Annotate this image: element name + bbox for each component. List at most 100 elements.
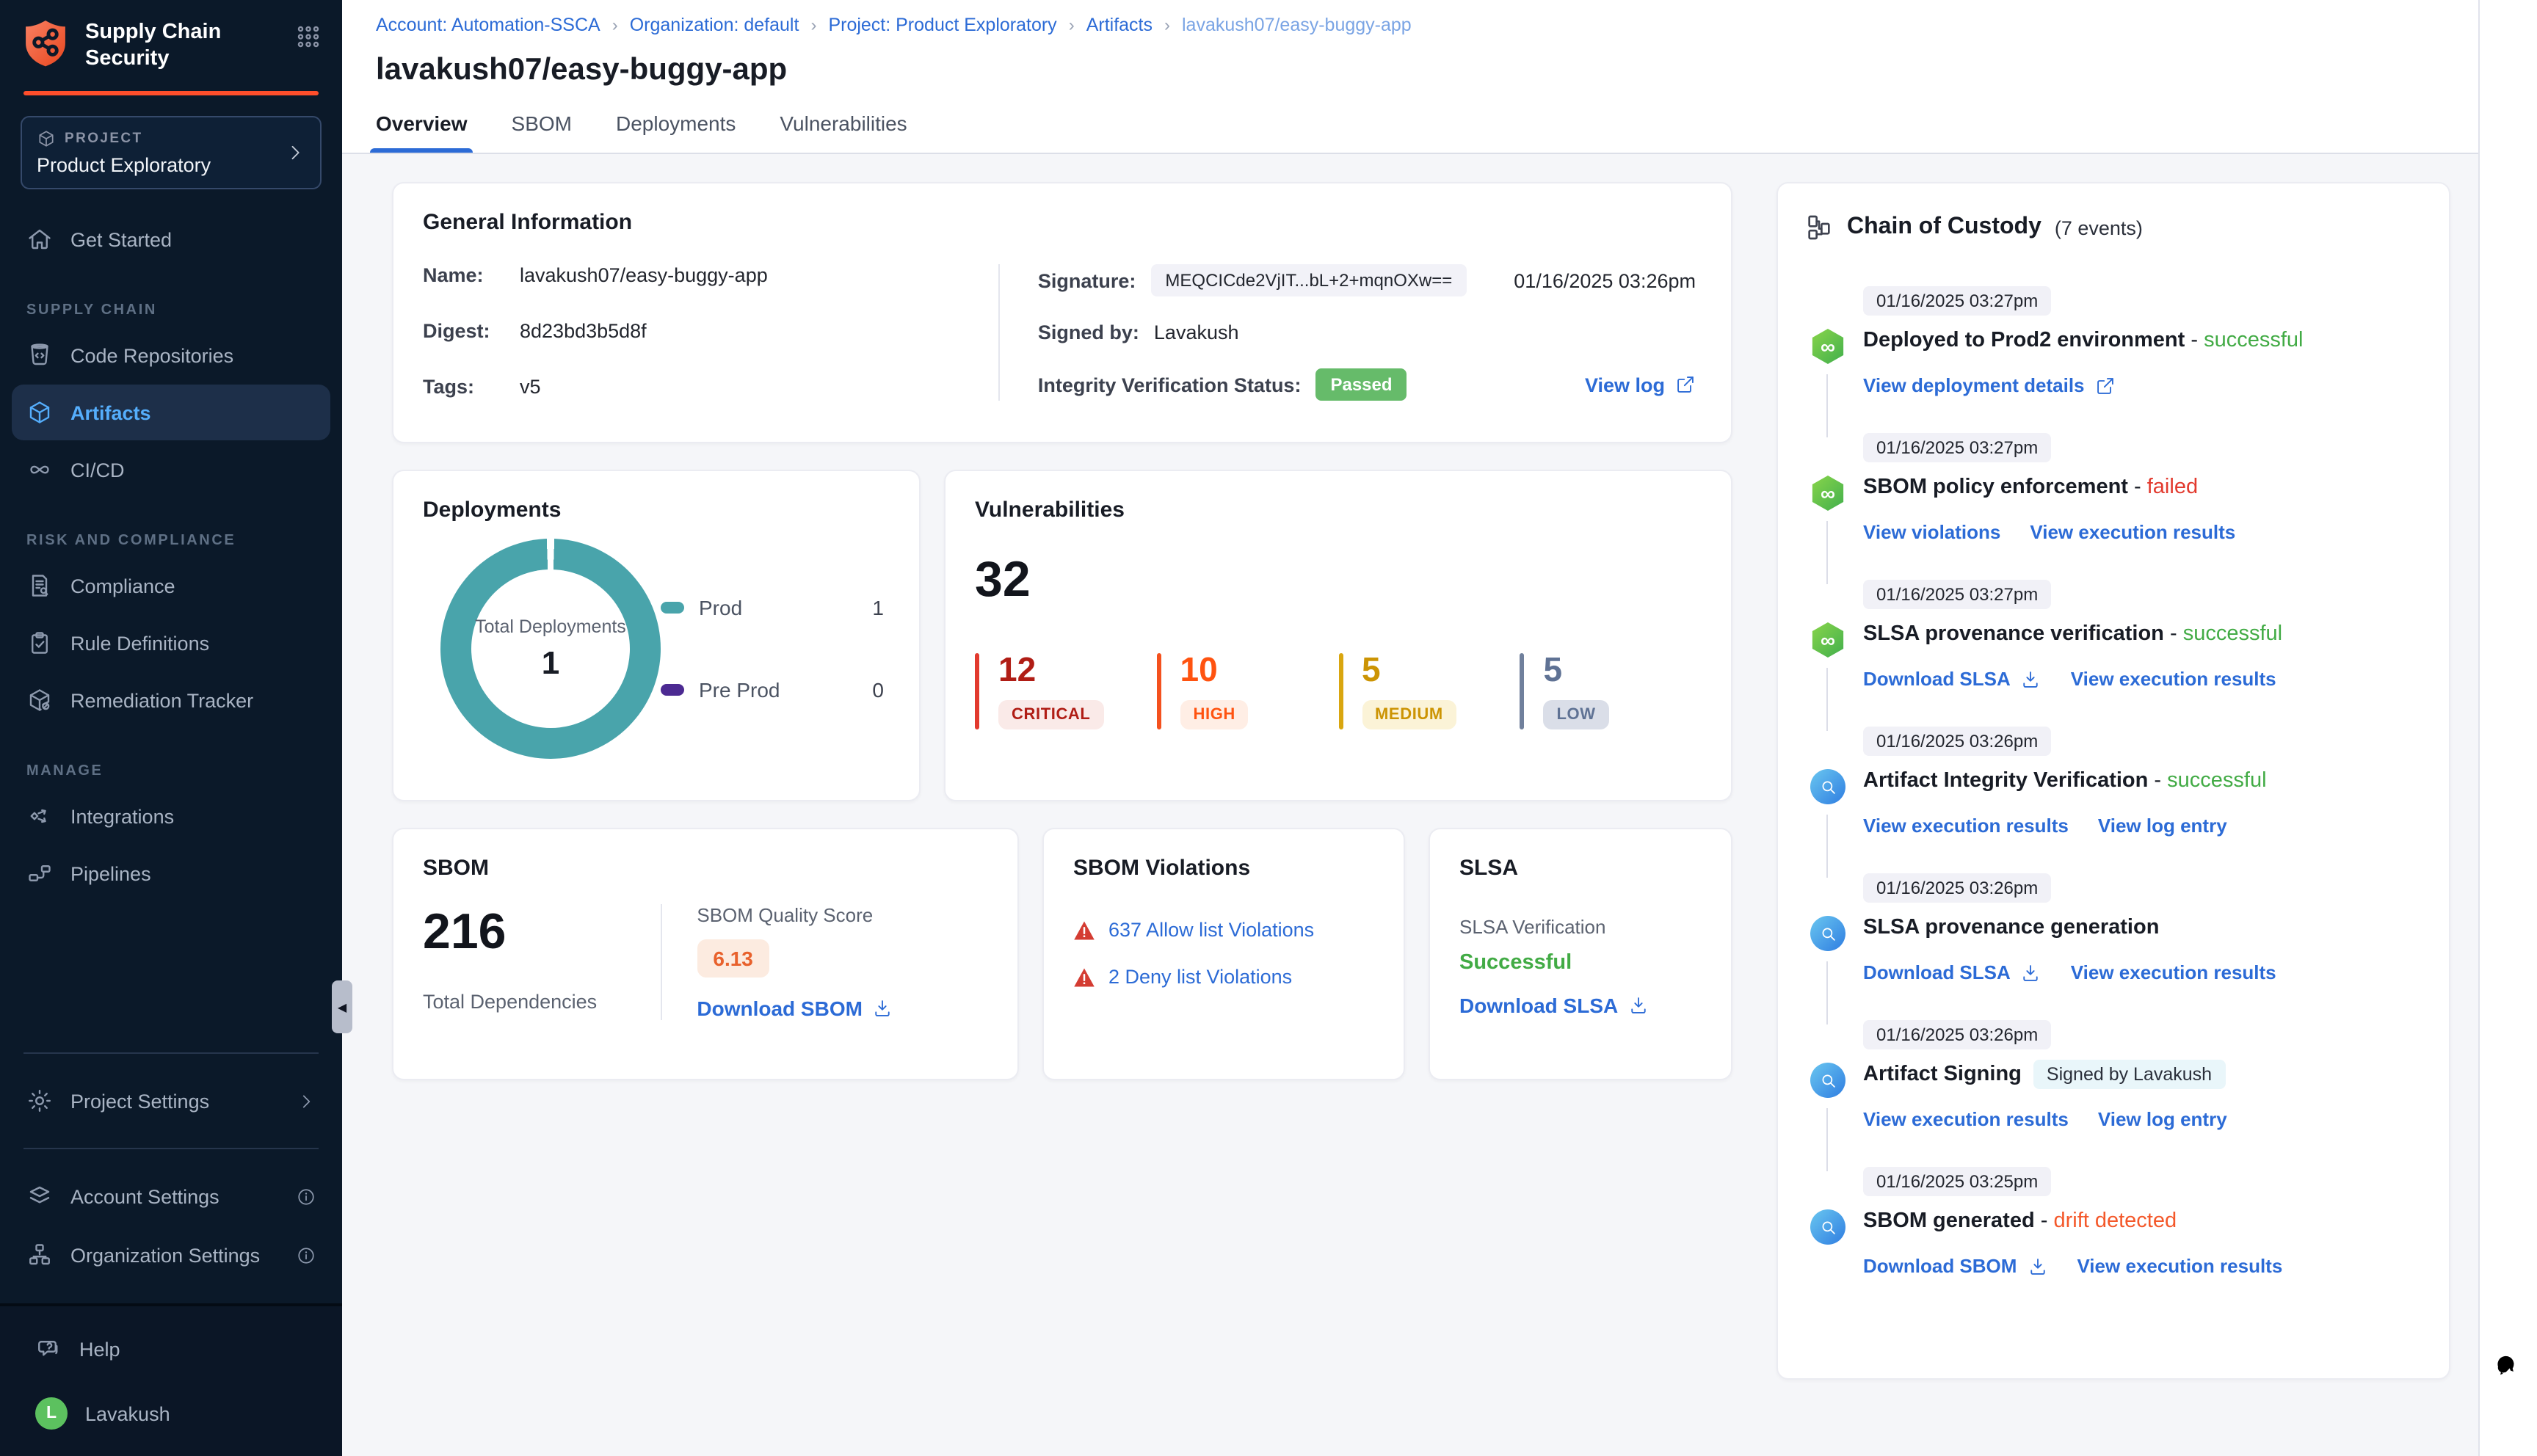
- tab-sbom[interactable]: SBOM: [511, 112, 572, 135]
- breadcrumb: Account: Automation-SSCA › Organization:…: [376, 15, 2478, 35]
- severity-medium: 5 MEDIUM: [1338, 650, 1520, 729]
- module-grid-icon[interactable]: [295, 23, 322, 50]
- legend-item-prod: Prod 1: [661, 595, 884, 619]
- view-deployment-details-link[interactable]: View deployment details: [1863, 374, 2116, 396]
- sidebar-item-artifacts[interactable]: Artifacts: [12, 385, 330, 440]
- sidebar-item-account-settings[interactable]: Account Settings: [12, 1168, 330, 1224]
- download-slsa-link[interactable]: Download SLSA: [1459, 994, 1649, 1017]
- artifact-name-row: Name: lavakush07/easy-buggy-app: [423, 264, 768, 286]
- help-chat-icon: [38, 1341, 58, 1356]
- prod-count: 1: [872, 595, 884, 619]
- event-timestamp: 01/16/2025 03:26pm: [1863, 1020, 2052, 1049]
- view-execution-results-link[interactable]: View execution results: [2070, 961, 2276, 983]
- sidebar-item-cicd[interactable]: CI/CD: [12, 442, 330, 498]
- view-violations-link[interactable]: View violations: [1863, 521, 2001, 543]
- download-icon: [876, 1000, 890, 1016]
- info-icon[interactable]: [297, 1245, 316, 1264]
- signature-date: 01/16/2025 03:26pm: [1514, 269, 1696, 291]
- view-execution-results-link[interactable]: View execution results: [2077, 1255, 2283, 1277]
- medium-bar: [1338, 653, 1343, 729]
- timeline-connector: [1826, 815, 1828, 878]
- support-chat-icon[interactable]: [2493, 1347, 2525, 1380]
- view-log-entry-link[interactable]: View log entry: [2097, 1108, 2227, 1130]
- download-sbom-link[interactable]: Download SBOM: [697, 997, 893, 1020]
- integrations-icon: [30, 809, 46, 823]
- remediation-box-icon: [29, 689, 50, 711]
- vulnerabilities-card: Vulnerabilities 32 12 CRITICAL: [944, 470, 1732, 801]
- cicd-infinity-icon: [30, 465, 49, 474]
- signature-value[interactable]: MEQCICde2VjIT...bL+2+mqnOXw==: [1150, 264, 1467, 296]
- view-log-entry-link[interactable]: View log entry: [2097, 815, 2227, 837]
- pre-prod-legend-swatch: [661, 683, 684, 695]
- allow-list-violations-link[interactable]: 637 Allow list Violations: [1108, 919, 1315, 941]
- chevron-right-icon: [291, 145, 300, 160]
- slsa-card: SLSA SLSA Verification Successful Downlo…: [1429, 828, 1732, 1080]
- compliance-document-icon: [32, 575, 48, 597]
- supply-chain-security-logo-icon: [26, 21, 65, 67]
- integrity-status-row: Integrity Verification Status: Passed Vi…: [1038, 368, 1702, 401]
- view-execution-results-link[interactable]: View execution results: [1863, 815, 2069, 837]
- sidebar-section-supply-chain: SUPPLY CHAIN: [26, 302, 157, 318]
- deny-list-violations-row: 2 Deny list Violations: [1073, 966, 1374, 988]
- medium-count: 5: [1362, 650, 1381, 688]
- project-selector[interactable]: PROJECT Product Exploratory: [21, 116, 322, 189]
- breadcrumb-artifacts[interactable]: Artifacts: [1086, 15, 1153, 35]
- download-sbom-link[interactable]: Download SBOM: [1863, 1255, 2047, 1277]
- chain-event-deployed: ∞ 01/16/2025 03:27pm Deployed to Prod2 e…: [1810, 286, 2422, 437]
- view-execution-results-link[interactable]: View execution results: [1863, 1108, 2069, 1130]
- deployments-donut-chart: Total Deployments 1: [440, 538, 661, 758]
- breadcrumb-project[interactable]: Project: Product Exploratory: [828, 15, 1057, 35]
- signed-by-row: Signed by: Lavakush: [1037, 321, 1239, 343]
- sidebar-item-get-started[interactable]: Get Started: [12, 211, 330, 267]
- info-icon[interactable]: [297, 1187, 316, 1206]
- chain-event-sbom-generated: 01/16/2025 03:25pm SBOM generated - drif…: [1810, 1167, 2422, 1314]
- project-label: PROJECT: [65, 131, 143, 147]
- sbom-violations-title: SBOM Violations: [1073, 856, 1251, 881]
- breadcrumb-separator: ›: [611, 15, 618, 35]
- sidebar-item-organization-settings[interactable]: Organization Settings: [12, 1227, 330, 1283]
- tab-vulnerabilities[interactable]: Vulnerabilities: [780, 112, 907, 135]
- event-title: Deployed to Prod2 environment: [1863, 329, 2185, 352]
- tab-overview[interactable]: Overview: [369, 112, 474, 153]
- event-title: Artifact Integrity Verification: [1863, 769, 2149, 793]
- sidebar-item-project-settings[interactable]: Project Settings: [12, 1073, 330, 1129]
- sidebar-item-help[interactable]: Help: [21, 1336, 322, 1362]
- sidebar-item-rule-definitions[interactable]: Rule Definitions: [12, 615, 330, 671]
- slsa-title: SLSA: [1459, 856, 1519, 881]
- download-icon: [2024, 671, 2039, 687]
- view-execution-results-link[interactable]: View execution results: [2030, 521, 2236, 543]
- sidebar-item-pipelines[interactable]: Pipelines: [12, 845, 330, 901]
- breadcrumb-account[interactable]: Account: Automation-SSCA: [376, 15, 600, 35]
- event-status: successful: [2182, 622, 2283, 646]
- scan-event-icon: [1810, 1063, 1845, 1098]
- sidebar-item-remediation-tracker[interactable]: Remediation Tracker: [12, 672, 330, 728]
- chain-event-artifact-signing: 01/16/2025 03:26pm Artifact Signing Signe…: [1810, 1020, 2422, 1171]
- sidebar-collapse-handle[interactable]: ◀: [332, 980, 352, 1033]
- deny-list-violations-link[interactable]: 2 Deny list Violations: [1108, 966, 1293, 988]
- app-brand: Supply Chain Security: [0, 0, 342, 73]
- download-slsa-link[interactable]: Download SLSA: [1863, 668, 2041, 690]
- layers-icon: [29, 1186, 50, 1204]
- scan-event-icon: [1810, 916, 1845, 951]
- donut-center-value: 1: [541, 644, 560, 681]
- view-log-link[interactable]: View log: [1585, 374, 1696, 396]
- chevron-right-icon: [302, 1094, 311, 1107]
- sidebar-item-compliance[interactable]: Compliance: [12, 558, 330, 614]
- breadcrumb-current[interactable]: lavakush07/easy-buggy-app: [1182, 15, 1412, 35]
- tab-deployments[interactable]: Deployments: [616, 112, 736, 135]
- chain-event-sbom-policy: ∞ 01/16/2025 03:27pm SBOM policy enforce…: [1810, 433, 2422, 584]
- sbom-quality-score-label: SBOM Quality Score: [697, 904, 874, 926]
- sidebar-user[interactable]: L Lavakush: [21, 1397, 322, 1430]
- sidebar-footer: Help L Lavakush: [0, 1303, 342, 1456]
- low-count: 5: [1543, 650, 1563, 688]
- chain-event-artifact-integrity: 01/16/2025 03:26pm Artifact Integrity Ve…: [1810, 727, 2422, 878]
- event-title: SLSA provenance verification: [1863, 622, 2164, 646]
- view-execution-results-link[interactable]: View execution results: [2070, 668, 2276, 690]
- event-title: SBOM generated: [1863, 1209, 2035, 1233]
- download-slsa-link[interactable]: Download SLSA: [1863, 961, 2041, 983]
- integrity-status-badge: Passed: [1315, 368, 1407, 401]
- breadcrumb-organization[interactable]: Organization: default: [629, 15, 799, 35]
- chain-of-custody-event-count: (7 events): [2054, 216, 2143, 239]
- sidebar-item-code-repositories[interactable]: Code Repositories: [12, 327, 330, 383]
- sidebar-item-integrations[interactable]: Integrations: [12, 788, 330, 844]
